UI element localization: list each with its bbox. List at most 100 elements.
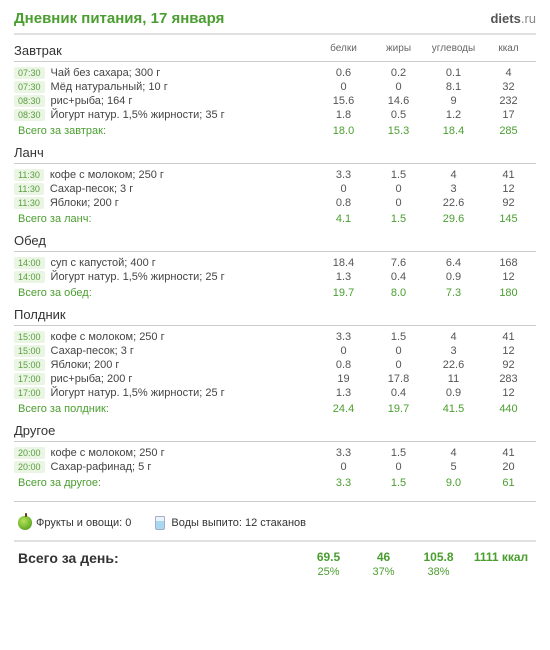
nutrient-value: 1.8: [316, 109, 371, 121]
nutrient-value: 0.9: [426, 271, 481, 283]
nutrient-value: 1.5: [371, 331, 426, 343]
nutrient-value: 283: [481, 373, 536, 385]
day-pct-fat: 37%: [356, 566, 411, 578]
nutrient-value: 5: [426, 461, 481, 473]
column-header: белки: [316, 43, 371, 58]
nutrient-value: 1.3: [316, 271, 371, 283]
meal-name: Завтрак: [14, 43, 316, 58]
nutrient-value: 22.6: [426, 359, 481, 371]
fruits-summary: Фрукты и овощи: 0: [18, 516, 131, 530]
nutrient-value: 20: [481, 461, 536, 473]
nutrient-value: 92: [481, 359, 536, 371]
food-name: Йогурт натур. 1,5% жирности; 25 г: [51, 387, 316, 399]
meal-total-value: 4.1: [316, 213, 371, 225]
food-row: 20:00кофе с молоком; 250 г3.31.5441: [14, 446, 536, 460]
food-row: 11:30Сахар-песок; 3 г00312: [14, 182, 536, 196]
nutrient-value: 12: [481, 271, 536, 283]
meal-total-value: 7.3: [426, 287, 481, 299]
meal-total-row: Всего за другое:3.31.59.061: [14, 474, 536, 491]
nutrient-value: 0.6: [316, 67, 371, 79]
nutrient-value: 4: [426, 169, 481, 181]
meal-total-value: 9.0: [426, 477, 481, 489]
glass-icon: [155, 516, 165, 530]
nutrient-value: 22.6: [426, 197, 481, 209]
food-row: 20:00Сахар-рафинад; 5 г00520: [14, 460, 536, 474]
nutrient-value: 1.5: [371, 169, 426, 181]
nutrient-value: 0.5: [371, 109, 426, 121]
nutrient-value: 0: [316, 81, 371, 93]
nutrient-value: 0: [371, 359, 426, 371]
meal-total-value: 24.4: [316, 403, 371, 415]
food-diary-page: Дневник питания, 17 января diets.ru Завт…: [0, 0, 550, 588]
food-name: суп с капустой; 400 г: [51, 257, 316, 269]
nutrient-value: 1.5: [371, 447, 426, 459]
nutrient-value: 9: [426, 95, 481, 107]
food-row: 17:00рис+рыба; 200 г1917.811283: [14, 372, 536, 386]
site-logo: diets.ru: [490, 11, 536, 26]
day-total-row: Всего за день: 69.5 46 105.8 1111 ккал: [14, 540, 536, 566]
meal-total-row: Всего за завтрак:18.015.318.4285: [14, 122, 536, 139]
food-row: 15:00Сахар-песок; 3 г00312: [14, 344, 536, 358]
food-name: Мёд натуральный; 10 г: [51, 81, 316, 93]
meals-container: Завтракбелкижирыуглеводыккал07:30Чай без…: [14, 43, 536, 491]
nutrient-value: 18.4: [316, 257, 371, 269]
meal-name: Обед: [14, 233, 316, 248]
nutrient-value: 15.6: [316, 95, 371, 107]
food-row: 07:30Чай без сахара; 300 г0.60.20.14: [14, 66, 536, 80]
nutrient-value: 12: [481, 387, 536, 399]
nutrient-value: 3.3: [316, 331, 371, 343]
day-pct-protein: 25%: [301, 566, 356, 578]
time-badge: 17:00: [14, 373, 45, 385]
food-row: 07:30Мёд натуральный; 10 г008.132: [14, 80, 536, 94]
food-name: кофе с молоком; 250 г: [50, 169, 316, 181]
nutrient-value: 3.3: [316, 447, 371, 459]
fruits-label: Фрукты и овощи: 0: [36, 517, 131, 529]
header: Дневник питания, 17 января diets.ru: [14, 10, 536, 35]
nutrient-value: 12: [481, 183, 536, 195]
food-row: 14:00Йогурт натур. 1,5% жирности; 25 г1.…: [14, 270, 536, 284]
meal-total-label: Всего за ланч:: [14, 213, 316, 225]
food-row: 15:00кофе с молоком; 250 г3.31.5441: [14, 330, 536, 344]
food-name: Сахар-рафинад; 5 г: [51, 461, 316, 473]
water-summary: Воды выпито: 12 стаканов: [155, 516, 306, 530]
meal-header: Полдник: [14, 307, 536, 326]
meal-header: Другое: [14, 423, 536, 442]
meal-total-value: 18.4: [426, 125, 481, 137]
meal-total-row: Всего за полдник:24.419.741.5440: [14, 400, 536, 417]
food-name: кофе с молоком; 250 г: [51, 447, 316, 459]
nutrient-value: 0: [316, 345, 371, 357]
food-row: 08:30рис+рыба; 164 г15.614.69232: [14, 94, 536, 108]
time-badge: 20:00: [14, 447, 45, 459]
meal-total-value: 285: [481, 125, 536, 137]
meal-section: Завтракбелкижирыуглеводыккал07:30Чай без…: [14, 43, 536, 139]
food-name: рис+рыба; 164 г: [51, 95, 316, 107]
meal-total-label: Всего за полдник:: [14, 403, 316, 415]
food-row: 11:30Яблоки; 200 г0.8022.692: [14, 196, 536, 210]
meal-total-label: Всего за обед:: [14, 287, 316, 299]
nutrient-value: 4: [481, 67, 536, 79]
meal-total-value: 19.7: [316, 287, 371, 299]
nutrient-value: 92: [481, 197, 536, 209]
food-name: кофе с молоком; 250 г: [51, 331, 316, 343]
time-badge: 17:00: [14, 387, 45, 399]
nutrient-value: 232: [481, 95, 536, 107]
meal-total-value: 41.5: [426, 403, 481, 415]
meal-name: Другое: [14, 423, 316, 438]
meal-total-value: 180: [481, 287, 536, 299]
food-row: 14:00суп с капустой; 400 г18.47.66.4168: [14, 256, 536, 270]
nutrient-value: 41: [481, 331, 536, 343]
day-total-label: Всего за день:: [14, 550, 301, 566]
nutrient-value: 8.1: [426, 81, 481, 93]
time-badge: 14:00: [14, 257, 45, 269]
day-pct-kcal: [466, 566, 536, 578]
column-header: углеводы: [426, 43, 481, 58]
apple-icon: [18, 516, 32, 530]
meal-section: Полдник 15:00кофе с молоком; 250 г3.31.54…: [14, 307, 536, 417]
meal-total-label: Всего за другое:: [14, 477, 316, 489]
meal-total-value: 19.7: [371, 403, 426, 415]
nutrient-value: 6.4: [426, 257, 481, 269]
nutrient-value: 0: [371, 81, 426, 93]
nutrient-value: 12: [481, 345, 536, 357]
nutrient-value: 32: [481, 81, 536, 93]
nutrient-value: 4: [426, 447, 481, 459]
